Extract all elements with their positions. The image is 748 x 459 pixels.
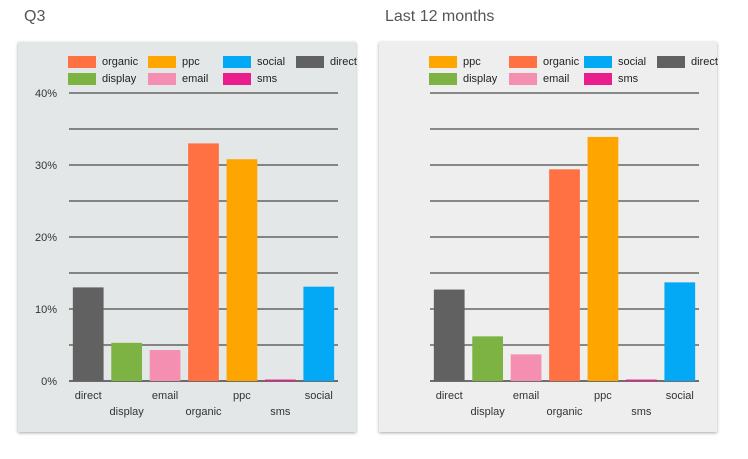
legend-label: sms: [618, 73, 639, 85]
chart-panel-last-12-months: ppc organic social direct display email sms di…: [379, 42, 718, 432]
y-tick-label: 40%: [35, 88, 57, 100]
legend-label: direct: [330, 56, 357, 68]
bar-social[interactable]: [303, 286, 335, 381]
legend-item-direct[interactable]: direct: [296, 56, 357, 68]
legend-swatch: [296, 56, 324, 68]
legend-label: display: [102, 73, 137, 85]
y-tick-label: 30%: [35, 160, 57, 172]
bar-email[interactable]: [149, 350, 181, 381]
legend-label: email: [182, 73, 209, 85]
bar-ppc[interactable]: [226, 159, 258, 381]
x-tick-label: sms: [631, 406, 652, 418]
x-tick-label: ppc: [233, 390, 251, 402]
bar-display[interactable]: [472, 336, 504, 381]
bar-organic[interactable]: [188, 143, 219, 381]
bar-chart: 0% 10% 20% 30% 40% direct display email organic p…: [35, 88, 338, 418]
x-tick-label: social: [305, 390, 333, 402]
y-tick-label: 10%: [35, 304, 57, 316]
bar-sms[interactable]: [625, 379, 657, 381]
chart-title-last-12-months: Last 12 months: [385, 8, 495, 25]
legend-item-display[interactable]: display: [68, 73, 136, 85]
legend-item-social[interactable]: social: [584, 56, 646, 68]
legend-item-organic[interactable]: organic: [509, 56, 579, 68]
bar-ppc[interactable]: [587, 136, 619, 381]
x-tick-label: display: [471, 406, 506, 418]
legend-item-social[interactable]: social: [223, 56, 285, 68]
legend-item-email[interactable]: email: [148, 73, 208, 85]
legend-label: social: [618, 56, 647, 68]
legend-swatch: [68, 56, 96, 68]
chart-panel-q3: organic ppc social direct display email sms 0%…: [18, 42, 357, 432]
legend-label: sms: [257, 73, 278, 85]
legend-label: email: [543, 73, 570, 85]
legend-item-sms[interactable]: sms: [223, 73, 277, 85]
x-tick-label: direct: [75, 390, 102, 402]
x-tick-label: direct: [436, 390, 463, 402]
legend-swatch: [429, 73, 457, 85]
x-tick-label: organic: [185, 406, 222, 418]
legend-swatch: [657, 56, 685, 68]
legend-swatch: [584, 56, 612, 68]
x-tick-label: email: [513, 390, 539, 402]
legend-item-organic[interactable]: organic: [68, 56, 138, 68]
legend-swatch: [68, 73, 96, 85]
legend-swatch: [509, 73, 537, 85]
x-tick-label: ppc: [594, 390, 612, 402]
x-tick-label: social: [666, 390, 694, 402]
legend-label: ppc: [182, 56, 200, 68]
bar-sms[interactable]: [264, 379, 296, 381]
legend-item-ppc[interactable]: ppc: [148, 56, 200, 68]
legend-label: organic: [102, 56, 139, 68]
legend-label: display: [463, 73, 498, 85]
bar-direct[interactable]: [433, 289, 465, 381]
legend-swatch: [223, 56, 251, 68]
legend-label: social: [257, 56, 286, 68]
bar-email[interactable]: [510, 354, 542, 381]
legend-item-direct[interactable]: direct: [657, 56, 718, 68]
bar-chart: direct display email organic ppc sms social: [430, 92, 699, 418]
x-tick-label: organic: [546, 406, 583, 418]
x-tick-label: email: [152, 390, 178, 402]
legend-label: direct: [691, 56, 718, 68]
bar-direct[interactable]: [72, 287, 104, 381]
legend-label: organic: [543, 56, 580, 68]
legend-swatch: [148, 73, 176, 85]
legend-swatch: [148, 56, 176, 68]
legend-swatch: [584, 73, 612, 85]
legend-swatch: [429, 56, 457, 68]
x-tick-label: sms: [270, 406, 291, 418]
y-tick-label: 0%: [41, 376, 57, 388]
legend-swatch: [223, 73, 251, 85]
y-tick-label: 20%: [35, 232, 57, 244]
legend-item-email[interactable]: email: [509, 73, 569, 85]
x-tick-label: display: [110, 406, 145, 418]
legend-item-ppc[interactable]: ppc: [429, 56, 481, 68]
legend-item-sms[interactable]: sms: [584, 73, 638, 85]
chart-title-q3: Q3: [24, 8, 46, 25]
bar-organic[interactable]: [549, 169, 580, 381]
bar-display[interactable]: [111, 342, 143, 381]
legend-item-display[interactable]: display: [429, 73, 497, 85]
legend-swatch: [509, 56, 537, 68]
legend-label: ppc: [463, 56, 481, 68]
bar-social[interactable]: [664, 282, 696, 381]
